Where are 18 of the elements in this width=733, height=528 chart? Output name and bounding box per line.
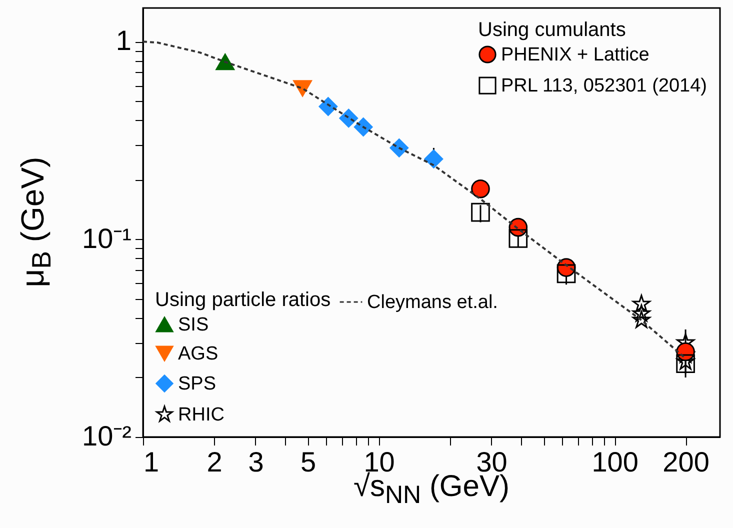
- y-tick-label: 10⁻²: [82, 420, 132, 452]
- legend-label: SIS: [178, 314, 209, 336]
- legend-label: Cleymans et.al.: [367, 292, 498, 313]
- y-tick-label: 1: [116, 25, 132, 56]
- legend-label: SPS: [178, 374, 216, 394]
- x-tick-label: 5: [300, 446, 316, 478]
- legend-label: PRL 113, 052301 (2014): [501, 76, 707, 96]
- x-tick-label: 200: [662, 446, 710, 478]
- legend-label: AGS: [178, 344, 218, 364]
- x-tick-label: 100: [592, 446, 638, 478]
- text: Using cumulants: [478, 19, 626, 41]
- x-tick-label: 1: [144, 446, 160, 478]
- y-tick-label: 10⁻¹: [82, 222, 132, 254]
- legend-label: PHENIX + Lattice: [501, 44, 650, 66]
- x-tick-label: 2: [206, 446, 222, 478]
- legend-label: RHIC: [178, 404, 224, 426]
- x-tick-label: 3: [248, 446, 264, 478]
- text: Using particle ratios: [155, 289, 331, 311]
